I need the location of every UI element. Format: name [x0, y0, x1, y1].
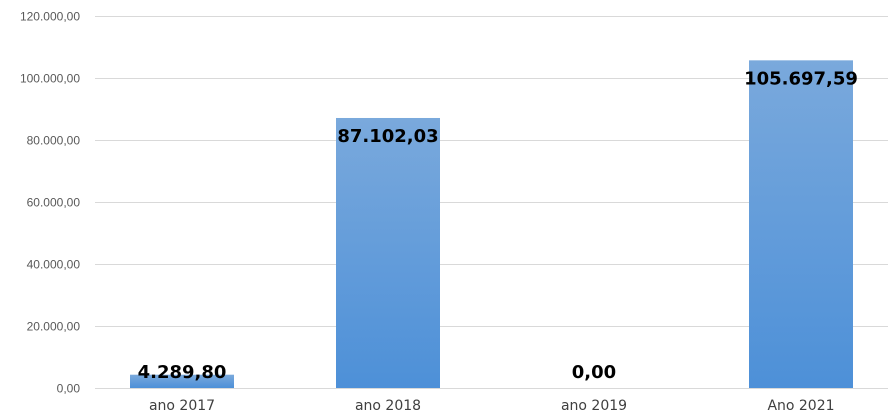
- y-tick-label: 0,00: [57, 382, 81, 396]
- y-gridlines: [95, 16, 888, 389]
- bars: [130, 60, 853, 389]
- y-tick-label: 40.000,00: [27, 258, 81, 272]
- data-label: 87.102,03: [337, 126, 438, 147]
- y-tick-label: 20.000,00: [27, 320, 81, 334]
- data-label: 105.697,59: [744, 68, 858, 89]
- y-tick-label: 100.000,00: [20, 72, 80, 86]
- bar: [336, 117, 440, 388]
- bar: [749, 60, 853, 389]
- x-axis-category-labels: ano 2017 ano 2018 ano 2019 Ano 2021: [149, 398, 835, 414]
- data-label: 0,00: [572, 362, 616, 383]
- x-category-label: ano 2017: [149, 398, 215, 414]
- y-tick-label: 80.000,00: [27, 134, 81, 148]
- x-category-label: ano 2018: [355, 398, 421, 414]
- bar: [130, 374, 234, 388]
- data-label: 4.289,80: [138, 362, 227, 383]
- y-axis-tick-labels: 0,00 20.000,00 40.000,00 60.000,00 80.000,00…: [20, 10, 80, 396]
- x-category-label: Ano 2021: [767, 398, 834, 414]
- x-category-label: ano 2019: [561, 398, 627, 414]
- y-tick-label: 60.000,00: [27, 196, 81, 210]
- y-tick-label: 120.000,00: [20, 10, 80, 24]
- data-labels: 4.289,80 87.102,03 0,00 105.697,59: [138, 68, 858, 383]
